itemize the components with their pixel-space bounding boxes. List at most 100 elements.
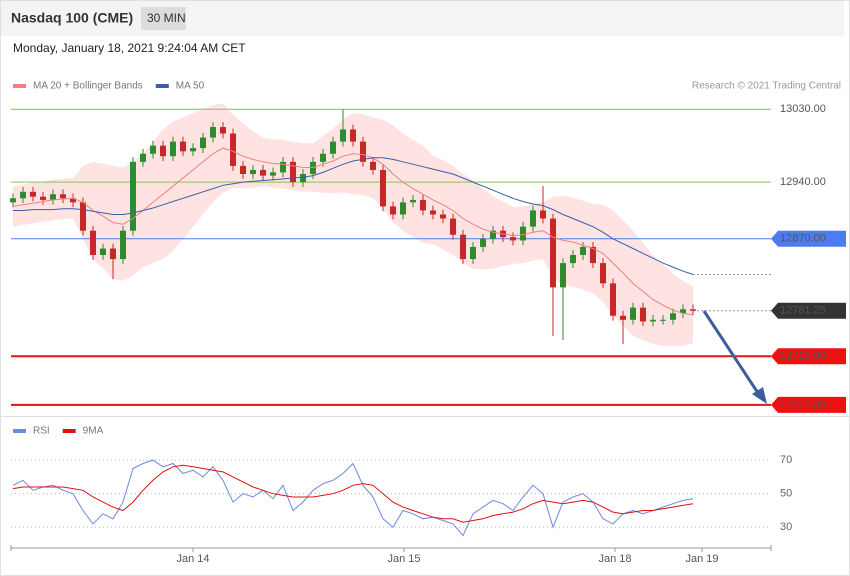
candle-body — [370, 161, 376, 170]
candle-body — [430, 210, 436, 215]
candle-body — [100, 248, 106, 255]
candle-body — [530, 210, 536, 227]
candle-body — [580, 246, 586, 255]
candle-body — [150, 145, 156, 154]
level-label: 12940.00 — [780, 176, 826, 188]
level-label-box — [771, 302, 846, 319]
rsi-line — [12, 464, 694, 523]
forecast-arrow-head — [752, 387, 767, 404]
candle-body — [280, 161, 286, 173]
candle-body — [130, 161, 136, 231]
candle-body — [250, 169, 256, 174]
level-label: 12665.00 — [780, 399, 826, 411]
candle-body — [120, 230, 126, 260]
candle-body — [520, 226, 526, 241]
candle-body — [590, 246, 596, 264]
level-label-box — [771, 348, 846, 365]
candle-body — [470, 246, 476, 260]
candle-body — [140, 153, 146, 162]
candle-body — [460, 234, 466, 260]
bollinger-band — [13, 103, 693, 347]
level-label: 12781.25 — [780, 305, 826, 317]
candle-body — [330, 141, 336, 154]
forecast-arrow — [702, 310, 760, 394]
candle-body — [390, 206, 396, 215]
candle-body — [600, 263, 606, 284]
legend-label: MA 20 + Bollinger Bands — [33, 81, 143, 92]
timeframe: 30 MIN — [147, 11, 186, 25]
candle-body — [240, 165, 246, 174]
candle-body — [620, 315, 626, 320]
candle-body — [110, 248, 116, 260]
candle-body — [320, 153, 326, 162]
candle-body — [480, 238, 486, 247]
candle-body — [200, 137, 206, 149]
candle-body — [420, 199, 426, 211]
candle-body — [20, 191, 26, 199]
legend-label: 9MA — [83, 426, 104, 437]
x-tick-label: Jan 15 — [387, 553, 420, 565]
y-tick-label: 70 — [780, 454, 792, 466]
level-label-box — [771, 396, 846, 413]
y-tick-label: 50 — [780, 488, 792, 500]
candle-body — [30, 191, 36, 197]
candle-body — [690, 309, 696, 311]
candle-body — [450, 218, 456, 235]
candle-body — [220, 127, 226, 134]
candle-body — [640, 307, 646, 322]
plot: 13030.00 12940.00 12870.00 12781.25 12725.00… — [10, 81, 846, 565]
candle-body — [400, 202, 406, 215]
y-tick-label: 30 — [780, 521, 792, 533]
candle-body — [340, 129, 346, 142]
x-tick-label: Jan 19 — [685, 553, 718, 565]
candle-body — [90, 230, 96, 255]
level-label: 12870.00 — [780, 233, 826, 245]
legend-swatch — [155, 84, 169, 88]
candle-body — [230, 133, 236, 166]
candle-body — [490, 230, 496, 239]
legend-swatch — [13, 429, 26, 433]
candle-body — [50, 194, 56, 200]
ma-line — [13, 157, 694, 275]
candle-body — [570, 255, 576, 264]
candle-body — [70, 198, 76, 203]
candle-body — [650, 319, 656, 322]
candle-body — [550, 218, 556, 288]
candle-body — [170, 141, 176, 157]
candle-body — [610, 283, 616, 316]
x-tick-label: Jan 14 — [176, 553, 209, 565]
candle-body — [510, 237, 516, 241]
legend-label: MA 50 — [176, 81, 205, 92]
title: Nasdaq 100 (CME) — [11, 10, 133, 26]
legend-swatch — [62, 429, 76, 433]
candle-body — [80, 202, 86, 231]
legend-swatch — [13, 84, 26, 88]
ma-line — [12, 147, 694, 316]
timeframe-box — [141, 7, 186, 30]
candle-body — [440, 214, 446, 219]
candle-body — [670, 313, 676, 320]
candle-body — [660, 319, 666, 321]
date: Monday, January 18, 2021 9:24:04 AM CET — [13, 41, 246, 55]
candle-body — [60, 194, 66, 199]
candle-body — [210, 127, 216, 138]
candle-body — [560, 263, 566, 288]
x-tick-label: Jan 18 — [598, 553, 631, 565]
candle-body — [290, 161, 296, 183]
candle-body — [540, 210, 546, 219]
candle-body — [190, 148, 196, 152]
candle-body — [410, 199, 416, 203]
candle-body — [630, 307, 636, 320]
candle-body — [380, 169, 386, 207]
candle-body — [270, 172, 276, 176]
candle-body — [10, 198, 16, 203]
candle-body — [680, 309, 686, 314]
candle-body — [350, 129, 356, 142]
candle-body — [160, 145, 166, 157]
candle-body — [300, 174, 306, 183]
rsi-line — [12, 459, 694, 537]
level-label: 13030.00 — [780, 103, 826, 115]
credit: Research © 2021 Trading Central — [692, 81, 841, 92]
